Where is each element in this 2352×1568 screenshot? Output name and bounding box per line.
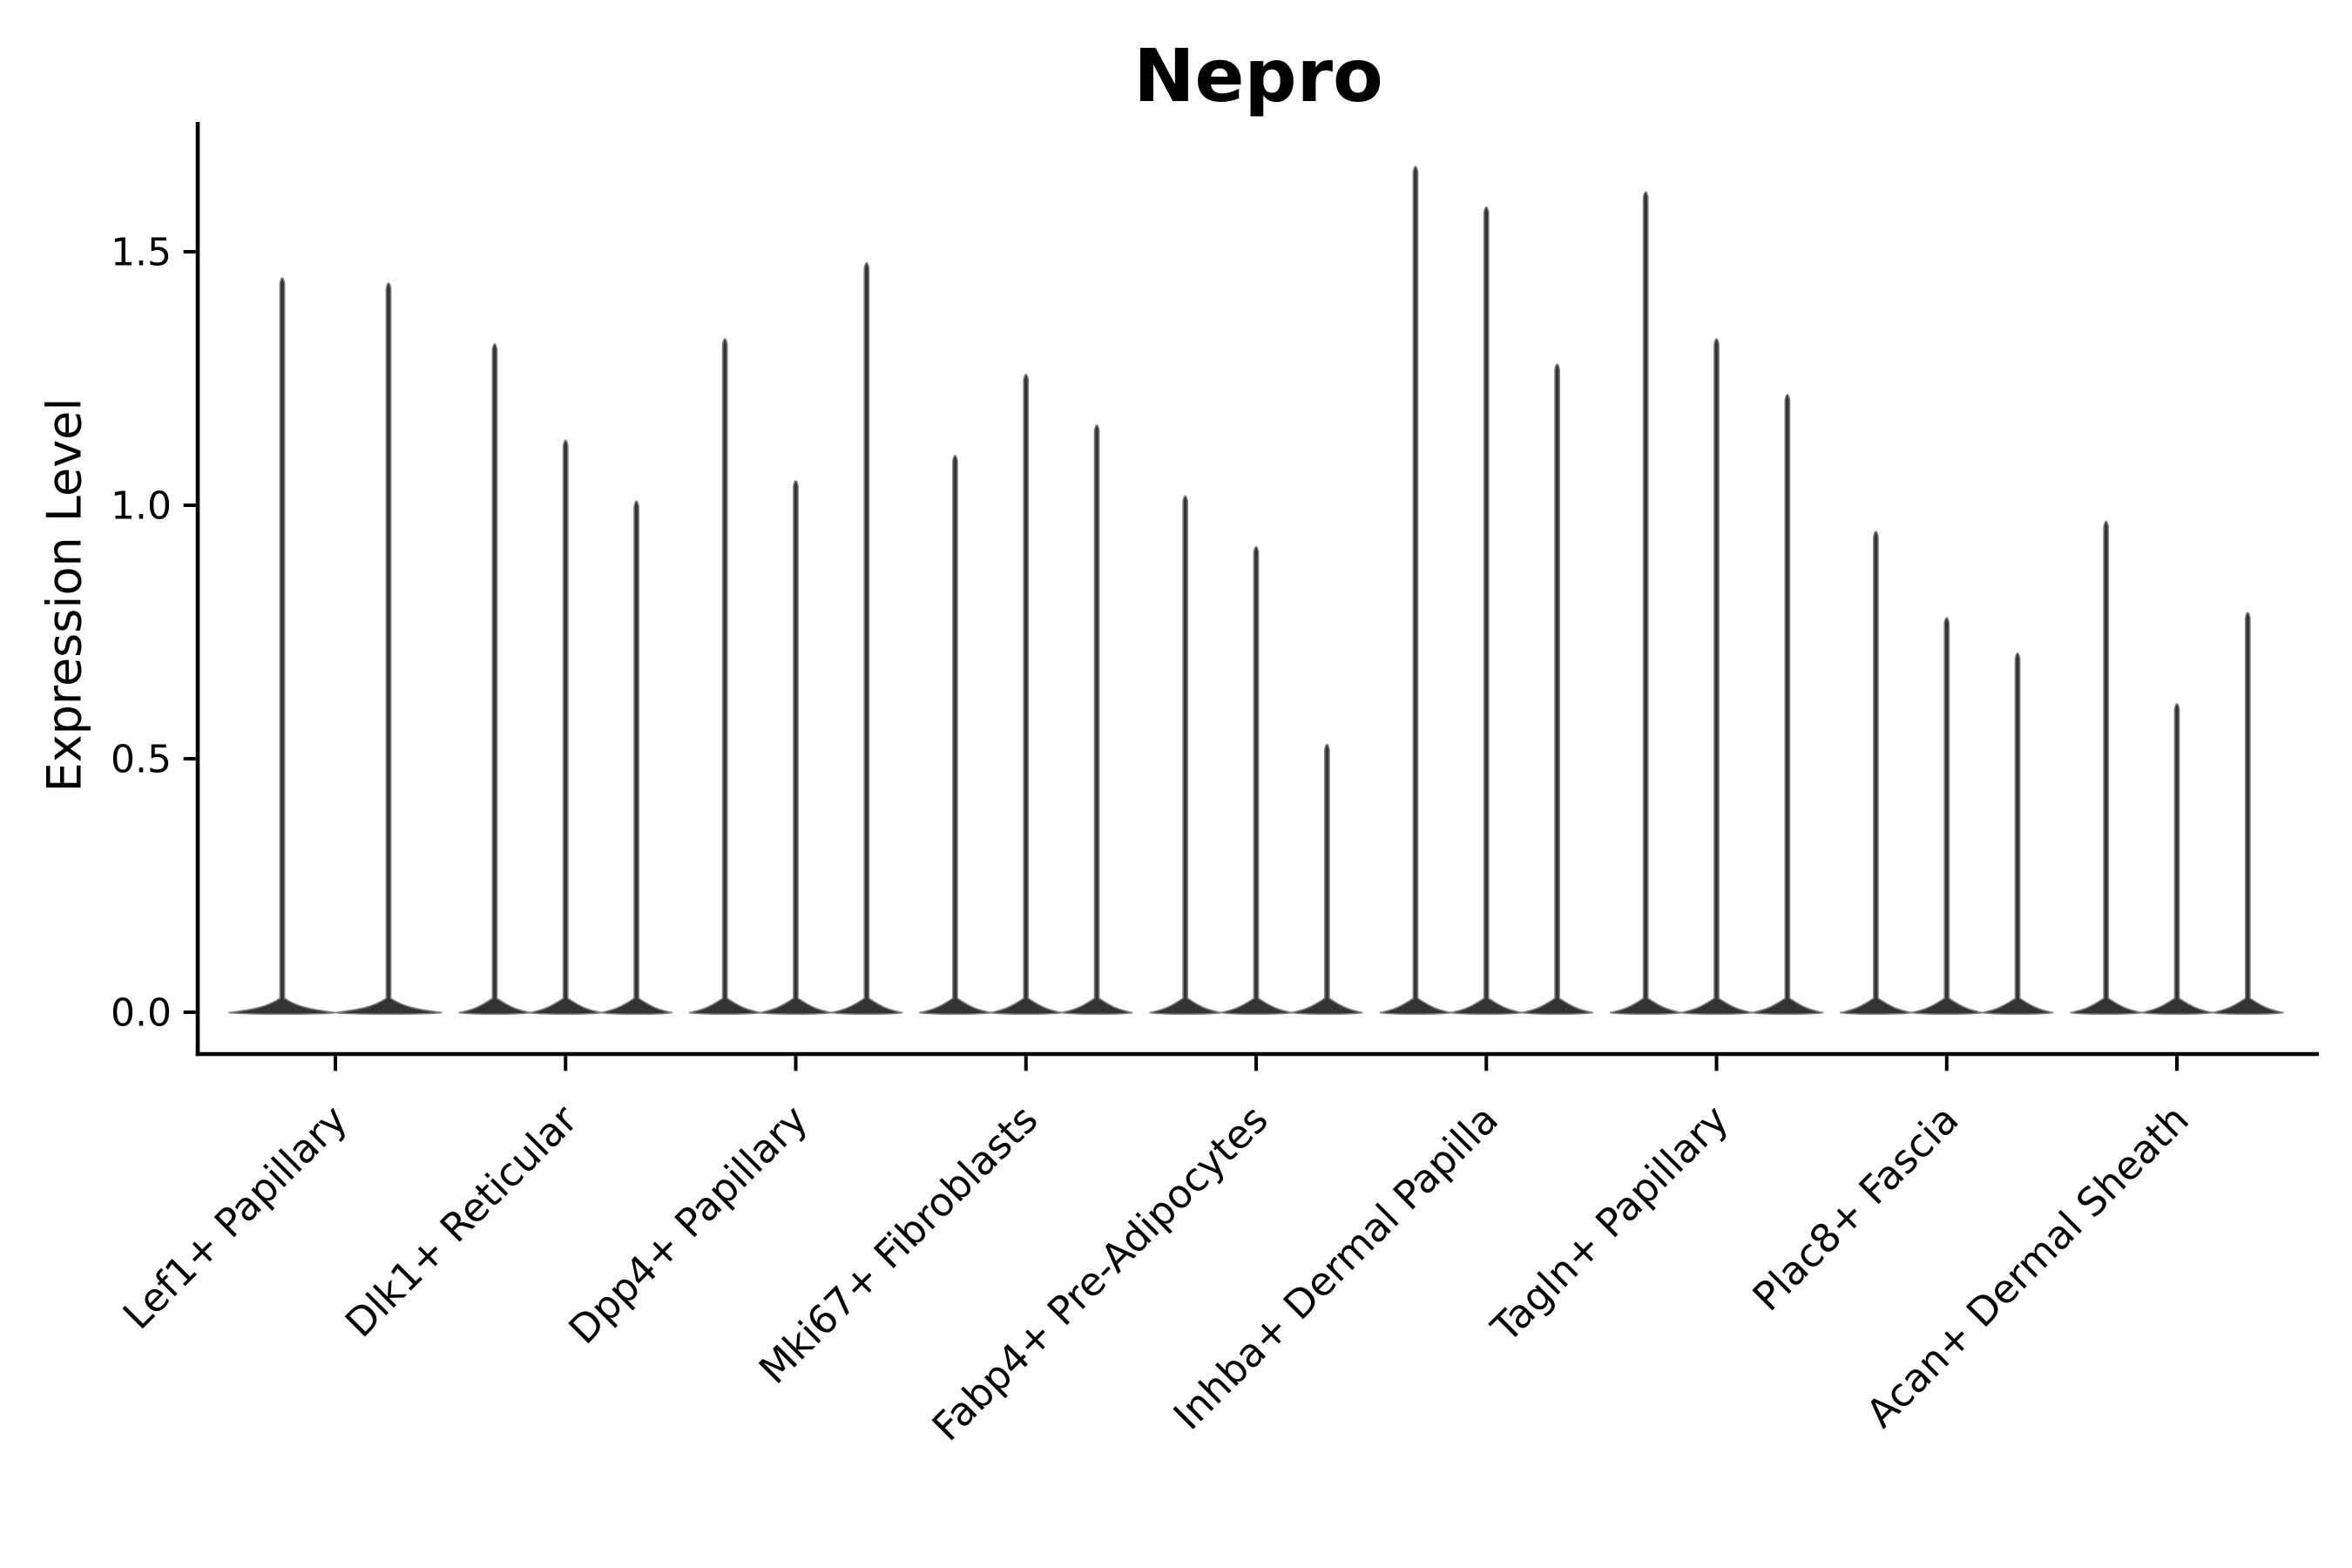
violin-5-3 <box>1290 743 1363 1016</box>
violin-1-1 <box>228 277 336 1016</box>
violin-8-1 <box>1839 531 1912 1016</box>
y-tick-label: 0.0 <box>111 990 172 1035</box>
y-axis-label: Expression Level <box>37 397 92 793</box>
violin-6-3 <box>1521 363 1594 1016</box>
violin-8-3 <box>1981 652 2054 1016</box>
violin-2-2 <box>529 439 602 1016</box>
violin-8-2 <box>1910 617 1984 1016</box>
x-tick-label-2: Dlk1+ Reticular <box>336 1096 586 1346</box>
y-tick-label: 1.5 <box>111 230 172 274</box>
violin-3-1 <box>688 338 761 1016</box>
violin-6-1 <box>1379 166 1452 1016</box>
violin-3-3 <box>830 261 903 1016</box>
violin-7-1 <box>1609 191 1682 1016</box>
violin-3-2 <box>760 480 832 1016</box>
x-tick-label-3: Dpp4+ Papillary <box>559 1096 816 1353</box>
violin-2-3 <box>600 500 673 1016</box>
violin-4-2 <box>990 373 1063 1016</box>
chart-title: Nepro <box>1133 33 1383 118</box>
violin-9-2 <box>2140 703 2213 1016</box>
violin-4-1 <box>918 455 991 1016</box>
y-tick-label: 1.0 <box>111 483 172 528</box>
x-tick-label-7: Tagln+ Papillary <box>1482 1096 1737 1351</box>
violin-6-2 <box>1450 206 1523 1016</box>
violin-2-1 <box>458 342 531 1016</box>
violin-1-2 <box>335 282 443 1016</box>
violin-5-2 <box>1220 545 1293 1016</box>
x-tick-label-1: Lef1+ Papillary <box>114 1096 356 1338</box>
y-tick-label: 0.5 <box>111 737 172 781</box>
violin-5-1 <box>1149 495 1222 1016</box>
violin-7-3 <box>1751 394 1824 1016</box>
violin-4-3 <box>1060 424 1133 1016</box>
x-tick-label-8: Plac8+ Fascia <box>1744 1096 1968 1320</box>
violin-7-2 <box>1680 338 1753 1016</box>
violin-9-1 <box>2070 520 2143 1016</box>
violin-9-3 <box>2211 612 2284 1016</box>
